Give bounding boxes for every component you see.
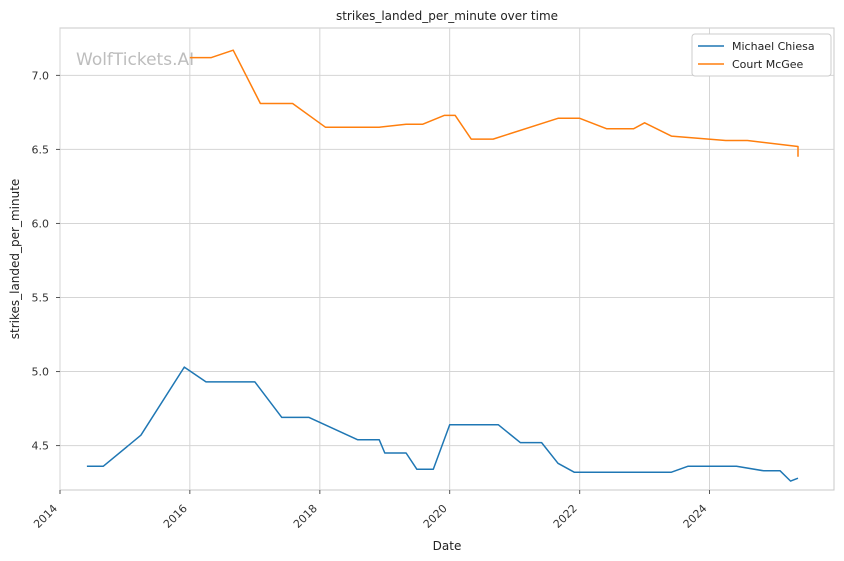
y-tick-label: 5.0	[32, 366, 50, 379]
y-axis-title: strikes_landed_per_minute	[8, 179, 22, 340]
chart-title: strikes_landed_per_minute over time	[336, 9, 558, 23]
watermark-text: WolfTickets.AI	[76, 50, 194, 70]
y-tick-label: 6.0	[32, 217, 50, 230]
x-tick-label: 2014	[31, 502, 60, 531]
series-line-court-mcgee	[189, 49, 799, 157]
x-tick-label: 2018	[291, 502, 320, 531]
y-tick-label: 4.5	[32, 440, 50, 453]
y-tick-label: 5.5	[32, 292, 50, 305]
plot-area	[59, 27, 835, 491]
legend-label-court-mcgee: Court McGee	[732, 58, 804, 71]
x-axis-title: Date	[433, 539, 462, 553]
series-line-michael-chiesa	[86, 366, 799, 482]
series-lines	[86, 49, 799, 482]
grid-lines	[59, 28, 834, 490]
y-tick-label: 7.0	[32, 69, 50, 82]
y-axis-ticks: 4.5 5.0 5.5 6.0 6.5 7.0	[32, 69, 60, 453]
x-tick-label: 2016	[161, 502, 190, 531]
legend: Michael Chiesa Court McGee	[691, 33, 832, 77]
legend-box	[691, 33, 832, 77]
x-tick-label: 2024	[681, 502, 710, 531]
x-tick-label: 2022	[551, 502, 580, 531]
y-tick-label: 6.5	[32, 143, 50, 156]
legend-label-michael-chiesa: Michael Chiesa	[732, 40, 815, 53]
x-axis-ticks: 2014 2016 2018 2020 2022 2024	[31, 490, 711, 531]
x-tick-label: 2020	[421, 502, 450, 531]
